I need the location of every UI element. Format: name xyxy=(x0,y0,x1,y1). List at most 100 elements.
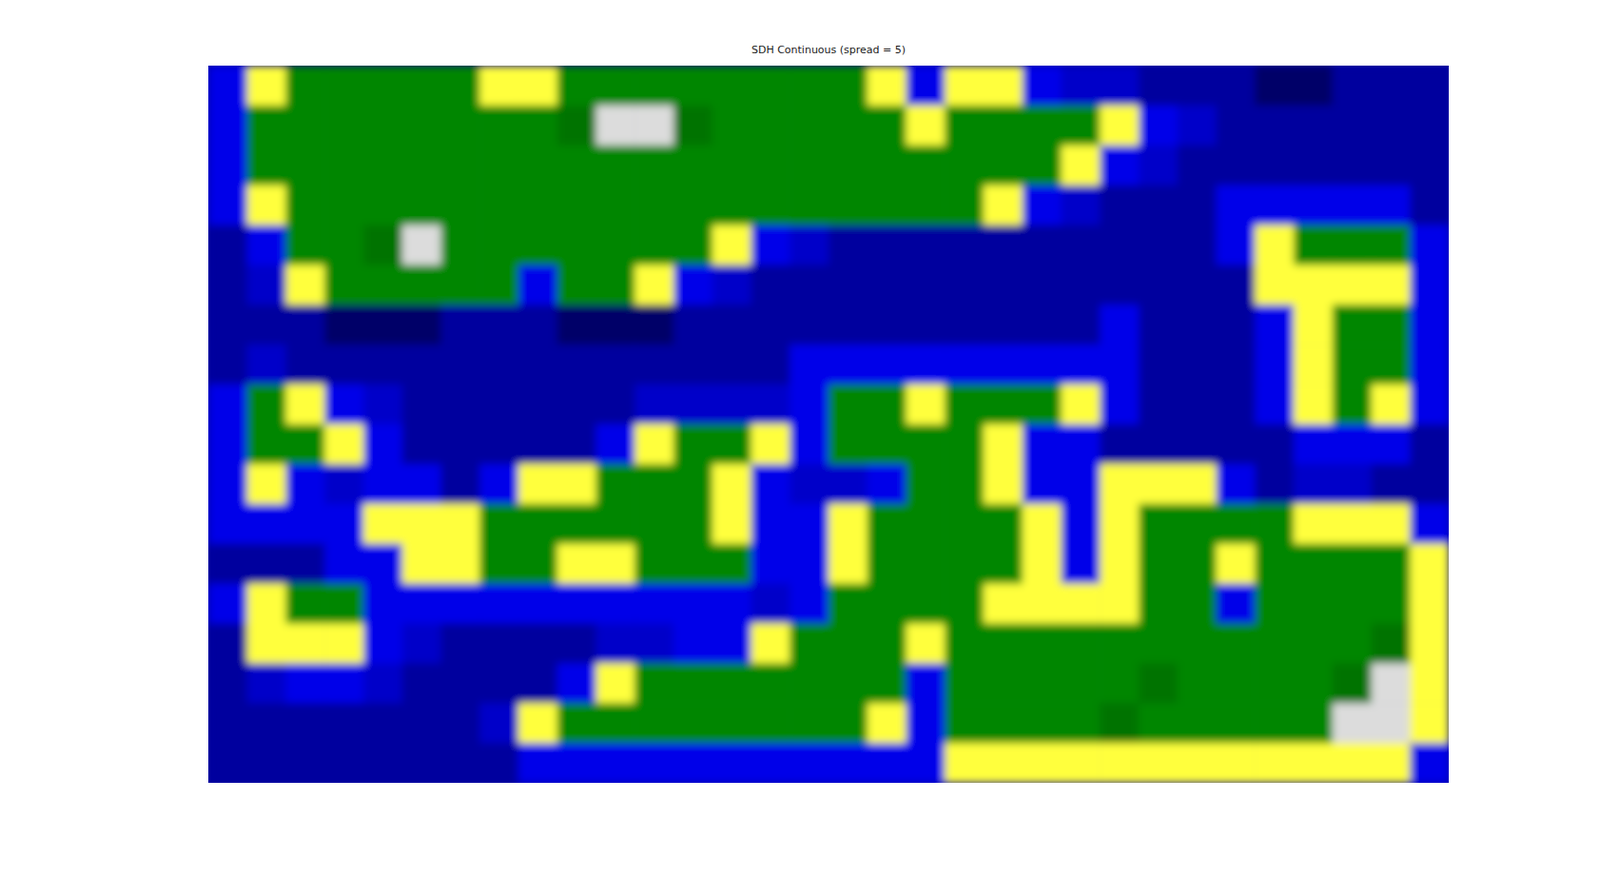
height-cell xyxy=(828,702,868,743)
height-cell xyxy=(1332,65,1372,106)
height-cell xyxy=(1293,384,1333,425)
height-cell xyxy=(247,623,287,664)
height-cell xyxy=(673,65,713,106)
height-cell xyxy=(867,65,907,106)
height-cell xyxy=(518,105,558,146)
height-cell xyxy=(596,742,636,783)
height-cell xyxy=(712,344,752,385)
height-cell xyxy=(944,544,984,585)
height-cell xyxy=(1409,105,1449,146)
height-cell xyxy=(1061,384,1101,425)
height-cell xyxy=(518,264,558,305)
height-cell xyxy=(479,304,519,345)
height-cell xyxy=(1177,584,1217,625)
height-cell xyxy=(789,702,829,743)
height-cell xyxy=(1138,623,1178,664)
height-cell xyxy=(944,105,984,146)
height-cell xyxy=(479,544,519,585)
height-cell xyxy=(634,185,674,226)
height-cell xyxy=(634,584,674,625)
height-cell xyxy=(1061,504,1101,545)
height-cell xyxy=(479,225,519,266)
height-cell xyxy=(1371,304,1411,345)
height-cell xyxy=(441,544,481,585)
height-cell xyxy=(1332,544,1372,585)
height-cell xyxy=(1061,225,1101,266)
height-cell xyxy=(1254,344,1294,385)
height-cell xyxy=(983,424,1023,465)
height-cell xyxy=(828,344,868,385)
height-cell xyxy=(1099,145,1139,186)
height-cell xyxy=(596,105,636,146)
height-cell xyxy=(867,742,907,783)
height-cell xyxy=(441,584,481,625)
height-cell xyxy=(557,663,597,703)
height-cell xyxy=(479,384,519,425)
height-cell xyxy=(247,344,287,385)
height-cell xyxy=(1371,504,1411,545)
height-cell xyxy=(1254,623,1294,664)
height-cell xyxy=(634,742,674,783)
height-cell xyxy=(1332,504,1372,545)
height-cell xyxy=(596,464,636,505)
height-cell xyxy=(906,504,946,545)
height-cell xyxy=(324,464,364,505)
height-cell xyxy=(1371,344,1411,385)
height-cell xyxy=(828,464,868,505)
height-cell xyxy=(363,264,403,305)
height-cell xyxy=(1022,344,1062,385)
height-cell xyxy=(1409,424,1449,465)
height-cell xyxy=(634,225,674,266)
height-cell xyxy=(1022,663,1062,703)
height-cell xyxy=(1293,185,1333,226)
height-cell xyxy=(596,145,636,186)
height-cell xyxy=(944,264,984,305)
height-cell xyxy=(983,464,1023,505)
height-cell xyxy=(1371,225,1411,266)
height-cell xyxy=(712,702,752,743)
height-cell xyxy=(867,304,907,345)
height-cell xyxy=(1293,623,1333,664)
height-cell xyxy=(1022,225,1062,266)
height-cell xyxy=(751,145,791,186)
height-cell xyxy=(208,544,248,585)
height-cell xyxy=(1099,225,1139,266)
height-cell xyxy=(324,105,364,146)
height-cell xyxy=(557,105,597,146)
height-cell xyxy=(906,464,946,505)
height-cell xyxy=(673,424,713,465)
height-cell xyxy=(1293,742,1333,783)
height-cell xyxy=(1216,264,1256,305)
height-cell xyxy=(1409,264,1449,305)
height-cell xyxy=(1099,185,1139,226)
height-cell xyxy=(596,544,636,585)
height-cell xyxy=(751,105,791,146)
height-cell xyxy=(324,225,364,266)
height-cell xyxy=(518,145,558,186)
height-cell xyxy=(286,65,326,106)
height-cell xyxy=(906,145,946,186)
height-cell xyxy=(867,544,907,585)
height-cell xyxy=(402,504,442,545)
height-cell xyxy=(479,742,519,783)
height-cell xyxy=(828,185,868,226)
height-cell xyxy=(518,702,558,743)
height-cell xyxy=(1061,344,1101,385)
height-cell xyxy=(247,504,287,545)
height-cell xyxy=(247,464,287,505)
height-cell xyxy=(751,702,791,743)
height-cell xyxy=(479,145,519,186)
height-cell xyxy=(1138,304,1178,345)
height-cell xyxy=(557,702,597,743)
height-cell xyxy=(1216,663,1256,703)
height-cell xyxy=(286,225,326,266)
height-cell xyxy=(596,304,636,345)
height-cell xyxy=(944,742,984,783)
height-cell xyxy=(1138,105,1178,146)
height-cell xyxy=(634,424,674,465)
height-cell xyxy=(1138,225,1178,266)
height-cell xyxy=(983,504,1023,545)
height-cell xyxy=(1061,702,1101,743)
height-cell xyxy=(1254,504,1294,545)
height-cell xyxy=(402,663,442,703)
